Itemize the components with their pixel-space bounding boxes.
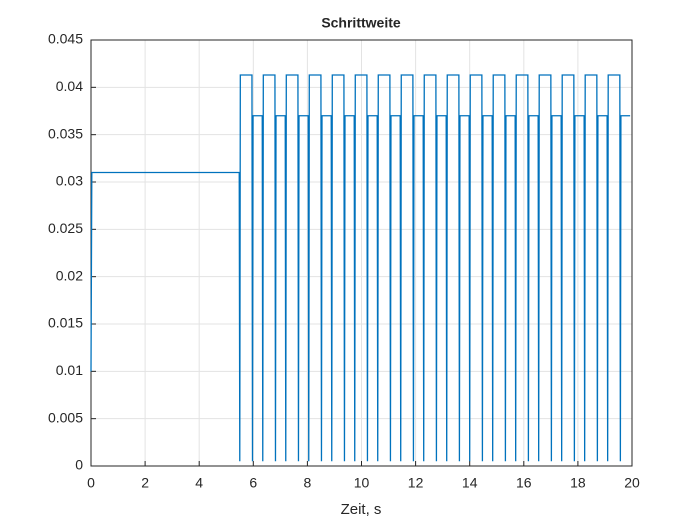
y-tick-label: 0 [75, 457, 83, 473]
x-tick-label: 18 [570, 475, 586, 491]
y-tick-label: 0.015 [48, 315, 83, 331]
x-axis-label: Zeit, s [341, 501, 382, 518]
x-tick-label: 12 [408, 475, 424, 491]
x-tick-label: 2 [141, 475, 149, 491]
y-tick-label: 0.045 [48, 31, 83, 47]
line [90, 74, 631, 462]
y-tick-label: 0.025 [48, 220, 83, 236]
x-tick-label: 0 [87, 475, 95, 491]
x-tick-label: 6 [249, 475, 257, 491]
x-tick-label: 20 [624, 475, 640, 491]
y-tick-label: 0.005 [48, 409, 83, 425]
x-tick-label: 4 [195, 475, 203, 491]
y-tick-label: 0.02 [56, 267, 83, 283]
x-tick-label: 10 [354, 475, 370, 491]
y-tick-label: 0.04 [56, 78, 83, 94]
y-tick-label: 0.035 [48, 125, 83, 141]
y-tick-label: 0.01 [56, 362, 83, 378]
y-tick-label: 0.03 [56, 173, 83, 189]
chart-title: Schrittweite [321, 15, 401, 31]
x-tick-label: 16 [516, 475, 532, 491]
x-tick-label: 8 [304, 475, 312, 491]
x-tick-label: 14 [462, 475, 478, 491]
